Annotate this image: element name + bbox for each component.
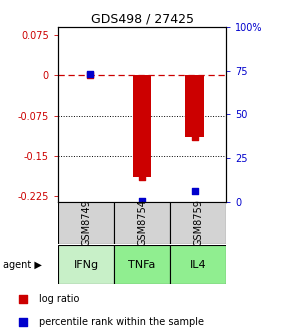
Bar [186,75,204,137]
Point [87,73,92,78]
Text: GSM8759: GSM8759 [193,199,203,246]
Text: GSM8754: GSM8754 [137,199,147,246]
Point [140,175,144,180]
Point [218,209,223,214]
Bar [170,202,226,244]
Text: agent ▶: agent ▶ [3,260,42,269]
Bar [114,245,170,284]
Text: log ratio: log ratio [39,294,79,303]
Bar [58,245,114,284]
Title: GDS498 / 27425: GDS498 / 27425 [90,13,194,26]
Text: percentile rank within the sample: percentile rank within the sample [39,317,204,327]
Point [140,198,144,203]
Text: TNFa: TNFa [128,260,156,269]
Point [218,0,223,4]
Point [192,134,197,140]
Text: IFNg: IFNg [73,260,99,269]
Text: GSM8749: GSM8749 [81,199,91,246]
Point [192,188,197,194]
Point [87,71,92,77]
Bar [114,202,170,244]
Bar [58,202,114,244]
Bar [170,245,226,284]
Bar [133,75,151,177]
Text: IL4: IL4 [190,260,206,269]
